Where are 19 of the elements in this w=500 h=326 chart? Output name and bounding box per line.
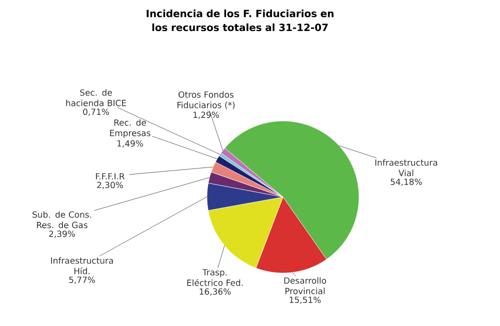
chart-title: Incidencia de los F. Fiduciarios en los recursos totales al 31-12-07 — [146, 10, 334, 32]
data-label: 2,39% — [49, 230, 75, 238]
data-label: 0,71% — [83, 108, 109, 116]
data-label: 1,49% — [117, 140, 143, 148]
slice-label: Rec. de Empresas — [110, 119, 150, 138]
data-label: 2,30% — [97, 182, 123, 190]
slice-label: Otros Fondos Fiduciarios (*) — [178, 91, 235, 110]
data-label: 1,29% — [193, 112, 219, 119]
slice-label: Sec. de hacienda BICE — [66, 89, 126, 106]
slice-label: Infraestructura Vial — [375, 159, 438, 176]
slice-label: F.F.F.I.R — [96, 173, 125, 180]
slice-label: Infraestructura Híd. — [51, 257, 113, 274]
data-label: 54,18% — [390, 178, 422, 186]
slice-label: Desarrollo Provincial — [284, 277, 326, 294]
data-label: 16,36% — [200, 288, 231, 296]
slice-label: Trasp. Eléctrico Fed. — [187, 269, 243, 286]
slice-label: Sub. de Cons. Res. de Gas — [32, 211, 92, 228]
data-label: 5,77% — [69, 276, 95, 284]
data-label: 15,51% — [290, 296, 321, 304]
